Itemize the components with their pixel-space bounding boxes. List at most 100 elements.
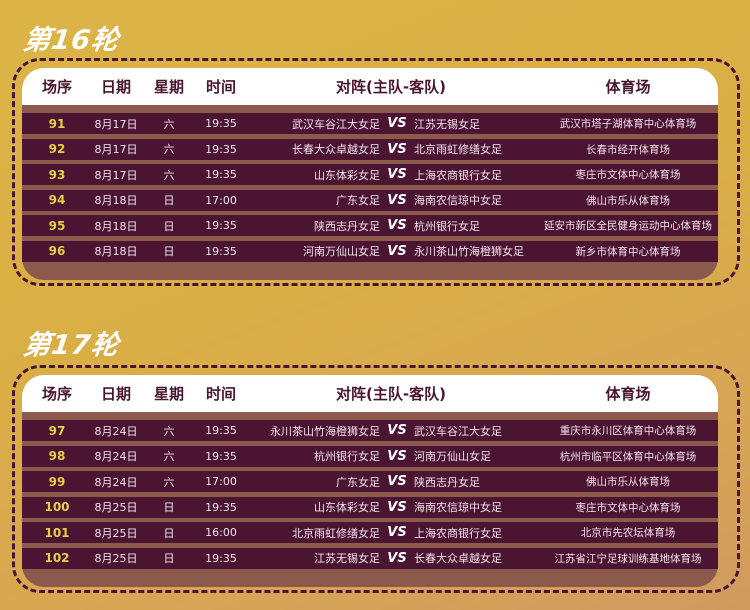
round-title: 第16轮 xyxy=(21,25,122,56)
away-team: 陕西志丹女足 xyxy=(414,475,480,489)
table-row: 99 8月24日 六 17:00 广东女足 VS 陕西志丹女足 佛山市乐从体育场 xyxy=(22,471,718,492)
away-team: 永川茶山竹海橙狮女足 xyxy=(414,245,524,258)
vs-label: VS xyxy=(387,550,407,566)
vs-label: VS xyxy=(387,116,407,131)
schedule-table: 场序 日期 星期 时间 对阵(主队-客队) 体育场 91 8月17日 六 19:… xyxy=(22,68,718,280)
match-weekday: 六 xyxy=(163,168,175,182)
match-no: 92 xyxy=(48,142,66,156)
home-team: 杭州银行女足 xyxy=(314,450,380,463)
match-no: 94 xyxy=(48,193,66,207)
match-weekday: 日 xyxy=(163,219,175,233)
table-header: 场序 日期 星期 时间 对阵(主队-客队) 体育场 xyxy=(22,68,718,105)
table-row: 96 8月18日 日 19:35 河南万仙山女足 VS 永川茶山竹海橙狮女足 新… xyxy=(22,240,718,262)
match-no: 91 xyxy=(48,116,66,131)
vs-label: VS xyxy=(387,218,407,233)
match-weekday: 日 xyxy=(163,194,175,207)
match-no: 93 xyxy=(48,167,66,182)
match-no: 95 xyxy=(48,218,66,233)
table-row: 94 8月18日 日 17:00 广东女足 VS 海南农信琼中女足 佛山市乐从体… xyxy=(22,189,718,211)
table-row: 100 8月25日 日 19:35 山东体彩女足 VS 海南农信琼中女足 枣庄市… xyxy=(22,496,718,518)
header-venue: 体育场 xyxy=(605,385,651,403)
table-row: 92 8月17日 六 19:35 长春大众卓越女足 VS 北京雨虹修缮女足 长春… xyxy=(22,138,718,160)
header-weekday: 星期 xyxy=(153,78,184,96)
match-date: 8月17日 xyxy=(94,117,138,131)
match-weekday: 六 xyxy=(163,117,175,131)
match-time: 19:35 xyxy=(205,424,237,437)
venue: 延安市新区全民健身运动中心体育场 xyxy=(544,220,712,232)
header-match: 对阵(主队-客队) xyxy=(336,385,446,403)
away-team: 杭州银行女足 xyxy=(414,219,480,233)
match-no: 98 xyxy=(48,449,66,463)
table-row: 101 8月25日 日 16:00 北京雨虹修缮女足 VS 上海农商银行女足 北… xyxy=(22,522,718,543)
home-team: 武汉车谷江大女足 xyxy=(292,117,380,131)
venue: 枣庄市文体中心体育场 xyxy=(575,501,681,514)
away-team: 上海农商银行女足 xyxy=(414,168,502,182)
vs-label: VS xyxy=(387,423,407,438)
header-date: 日期 xyxy=(100,78,131,96)
header-venue: 体育场 xyxy=(605,78,651,96)
venue: 佛山市乐从体育场 xyxy=(586,476,670,488)
table-row: 102 8月25日 日 19:35 江苏无锡女足 VS 长春大众卓越女足 江苏省… xyxy=(22,547,718,569)
match-time: 19:35 xyxy=(205,449,237,463)
away-team: 武汉车谷江大女足 xyxy=(414,424,502,438)
vs-label: VS xyxy=(387,499,407,515)
away-team: 河南万仙山女足 xyxy=(414,450,491,463)
match-no: 99 xyxy=(48,474,66,489)
home-team: 山东体彩女足 xyxy=(314,168,380,182)
match-date: 8月24日 xyxy=(94,424,138,438)
match-weekday: 六 xyxy=(163,475,175,489)
vs-label: VS xyxy=(387,448,407,464)
venue: 新乡市体育中心体育场 xyxy=(575,245,681,258)
match-time: 19:35 xyxy=(205,219,237,232)
table-body: 97 8月24日 六 19:35 永川茶山竹海橙狮女足 VS 武汉车谷江大女足 … xyxy=(22,412,718,587)
match-no: 96 xyxy=(48,244,66,258)
home-team: 长春大众卓越女足 xyxy=(292,143,380,156)
match-time: 19:35 xyxy=(205,244,237,258)
venue: 江苏省江宁足球训练基地体育场 xyxy=(554,552,702,565)
header-match: 对阵(主队-客队) xyxy=(336,78,446,96)
header-date: 日期 xyxy=(100,385,131,403)
vs-label: VS xyxy=(387,192,407,208)
match-weekday: 六 xyxy=(163,143,175,156)
round-title: 第17轮 xyxy=(21,330,122,361)
table-body: 91 8月17日 六 19:35 武汉车谷江大女足 VS 江苏无锡女足 武汉市塔… xyxy=(22,105,718,280)
table-row: 97 8月24日 六 19:35 永川茶山竹海橙狮女足 VS 武汉车谷江大女足 … xyxy=(22,420,718,441)
table-header: 场序 日期 星期 时间 对阵(主队-客队) 体育场 xyxy=(22,375,718,412)
home-team: 永川茶山竹海橙狮女足 xyxy=(270,424,380,438)
match-date: 8月25日 xyxy=(94,501,138,514)
match-weekday: 日 xyxy=(163,245,175,258)
schedule-table: 场序 日期 星期 时间 对阵(主队-客队) 体育场 97 8月24日 六 19:… xyxy=(22,375,718,587)
home-team: 山东体彩女足 xyxy=(314,501,380,514)
match-time: 17:00 xyxy=(205,193,237,207)
header-time: 时间 xyxy=(205,385,236,403)
header-weekday: 星期 xyxy=(153,385,184,403)
match-time: 19:35 xyxy=(205,551,237,565)
match-date: 8月24日 xyxy=(94,475,138,489)
match-date: 8月17日 xyxy=(94,143,138,156)
match-date: 8月25日 xyxy=(94,526,138,540)
home-team: 广东女足 xyxy=(336,194,380,207)
match-weekday: 日 xyxy=(163,501,175,514)
round-frame xyxy=(12,365,740,593)
match-time: 19:35 xyxy=(205,168,237,181)
header-no: 场序 xyxy=(41,78,72,96)
vs-label: VS xyxy=(387,474,407,489)
match-date: 8月17日 xyxy=(94,168,138,182)
match-no: 100 xyxy=(44,500,70,514)
home-team: 广东女足 xyxy=(336,475,380,489)
away-team: 江苏无锡女足 xyxy=(414,117,480,131)
home-team: 河南万仙山女足 xyxy=(303,245,380,258)
away-team: 上海农商银行女足 xyxy=(414,526,502,540)
venue: 长春市经开体育场 xyxy=(586,143,670,156)
venue: 枣庄市文体中心体育场 xyxy=(575,169,681,181)
venue: 佛山市乐从体育场 xyxy=(586,194,670,207)
match-time: 19:35 xyxy=(205,500,237,514)
away-team: 长春大众卓越女足 xyxy=(414,552,502,565)
match-weekday: 日 xyxy=(163,526,175,540)
home-team: 江苏无锡女足 xyxy=(314,552,380,565)
home-team: 陕西志丹女足 xyxy=(314,219,380,233)
table-row: 93 8月17日 六 19:35 山东体彩女足 VS 上海农商银行女足 枣庄市文… xyxy=(22,164,718,185)
match-date: 8月18日 xyxy=(94,194,138,207)
table-row: 95 8月18日 日 19:35 陕西志丹女足 VS 杭州银行女足 延安市新区全… xyxy=(22,215,718,236)
venue: 重庆市永川区体育中心体育场 xyxy=(559,425,697,437)
